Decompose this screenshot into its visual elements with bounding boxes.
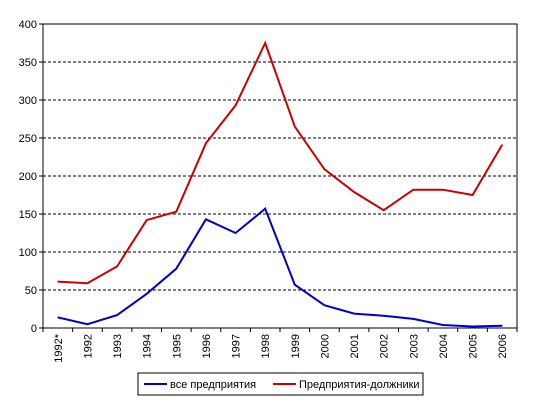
data-point <box>175 268 177 270</box>
series-line-debtor-enterprises <box>57 40 504 285</box>
y-tick-label: 200 <box>19 171 37 183</box>
y-tick-label: 250 <box>19 133 37 145</box>
data-point <box>146 293 148 295</box>
x-tick-label: 2006 <box>497 334 509 358</box>
data-point <box>86 323 88 325</box>
y-tick-label: 150 <box>19 209 37 221</box>
data-point <box>323 304 325 306</box>
data-point <box>116 265 118 267</box>
series-lines <box>57 40 504 328</box>
data-point <box>501 144 503 146</box>
data-point <box>294 284 296 286</box>
data-point <box>57 281 59 283</box>
data-point <box>323 168 325 170</box>
series-line-all-enterprises <box>57 207 503 328</box>
data-point <box>205 218 207 220</box>
data-point <box>57 316 59 318</box>
data-point <box>353 191 355 193</box>
data-point <box>205 142 207 144</box>
data-point <box>235 232 237 234</box>
x-tick-label: 1993 <box>112 334 124 358</box>
y-tick-label: 300 <box>19 95 37 107</box>
data-point <box>146 219 148 221</box>
x-tick-label: 1992* <box>53 333 65 362</box>
x-tick-label: 2002 <box>379 334 391 358</box>
data-point <box>353 313 355 315</box>
x-tick-label: 2000 <box>319 334 331 358</box>
x-tick-label: 1994 <box>142 334 154 358</box>
x-tick-label: 1997 <box>231 334 243 358</box>
data-point <box>442 324 444 326</box>
data-point <box>294 126 296 128</box>
legend: все предприятия Предприятия-должники <box>137 372 424 396</box>
data-point <box>472 326 474 327</box>
legend-label-debtor-enterprises: Предприятия-должники <box>299 379 420 391</box>
data-point <box>383 315 385 317</box>
x-tick-label: 1995 <box>171 334 183 358</box>
y-tick-label: 400 <box>19 19 37 31</box>
y-tick-label: 0 <box>31 323 37 335</box>
x-tick-label: 2004 <box>438 334 450 358</box>
data-point <box>472 194 474 196</box>
data-point <box>264 42 266 44</box>
data-point <box>442 189 444 191</box>
data-point <box>383 209 385 211</box>
x-tick-label: 1999 <box>290 334 302 358</box>
x-axis: 1992* 1992 1993 1994 1995 1996 1997 1998 1999 200… <box>42 328 518 363</box>
data-point <box>412 189 414 191</box>
x-tick-label: 2001 <box>349 334 361 358</box>
x-tick-label: 1996 <box>201 334 213 358</box>
data-point <box>86 282 88 284</box>
data-point <box>175 211 177 213</box>
y-tick-label: 100 <box>19 247 37 259</box>
data-point <box>264 208 266 210</box>
legend-label-all-enterprises: все предприятия <box>170 379 256 391</box>
x-tick-label: 1998 <box>260 334 272 358</box>
x-tick-label: 2005 <box>468 334 480 358</box>
data-point <box>235 104 237 106</box>
gridlines <box>43 61 517 291</box>
y-axis: 0 50 100 150 200 250 300 350 400 <box>19 19 43 335</box>
y-tick-label: 50 <box>25 285 37 297</box>
y-tick-label: 350 <box>19 57 37 69</box>
x-tick-label: 2003 <box>408 334 420 358</box>
data-point <box>412 318 414 320</box>
x-tick-label: 1992 <box>82 334 94 358</box>
data-point <box>501 325 503 327</box>
data-point <box>116 314 118 316</box>
